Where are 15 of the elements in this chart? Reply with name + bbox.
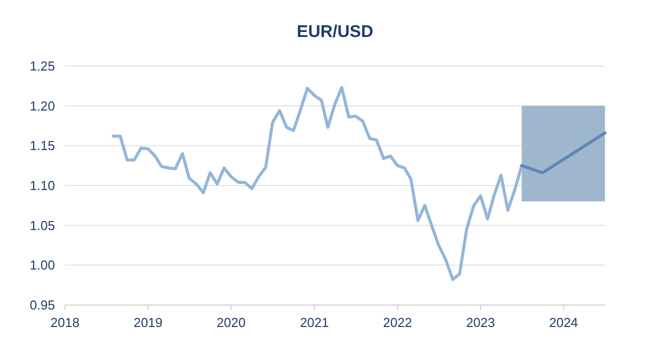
y-tick-label: 1.05 <box>30 218 55 233</box>
y-tick-label: 1.00 <box>30 258 55 273</box>
x-tick-label: 2020 <box>216 315 246 330</box>
x-tick-label: 2023 <box>466 315 495 330</box>
y-tick-label: 1.15 <box>30 138 55 154</box>
y-tick-label: 0.95 <box>30 298 55 313</box>
y-tick-label: 1.10 <box>30 178 55 194</box>
x-tick-label: 2018 <box>50 315 80 330</box>
x-tick-label: 2022 <box>383 315 412 330</box>
x-tick-label: 2021 <box>300 315 329 330</box>
x-tick-label: 2024 <box>549 315 578 330</box>
y-tick-label: 1.25 <box>30 58 55 74</box>
y-tick-label: 1.20 <box>30 98 55 114</box>
chart-title: EUR/USD <box>296 22 374 41</box>
x-tick-label: 2019 <box>134 315 163 330</box>
